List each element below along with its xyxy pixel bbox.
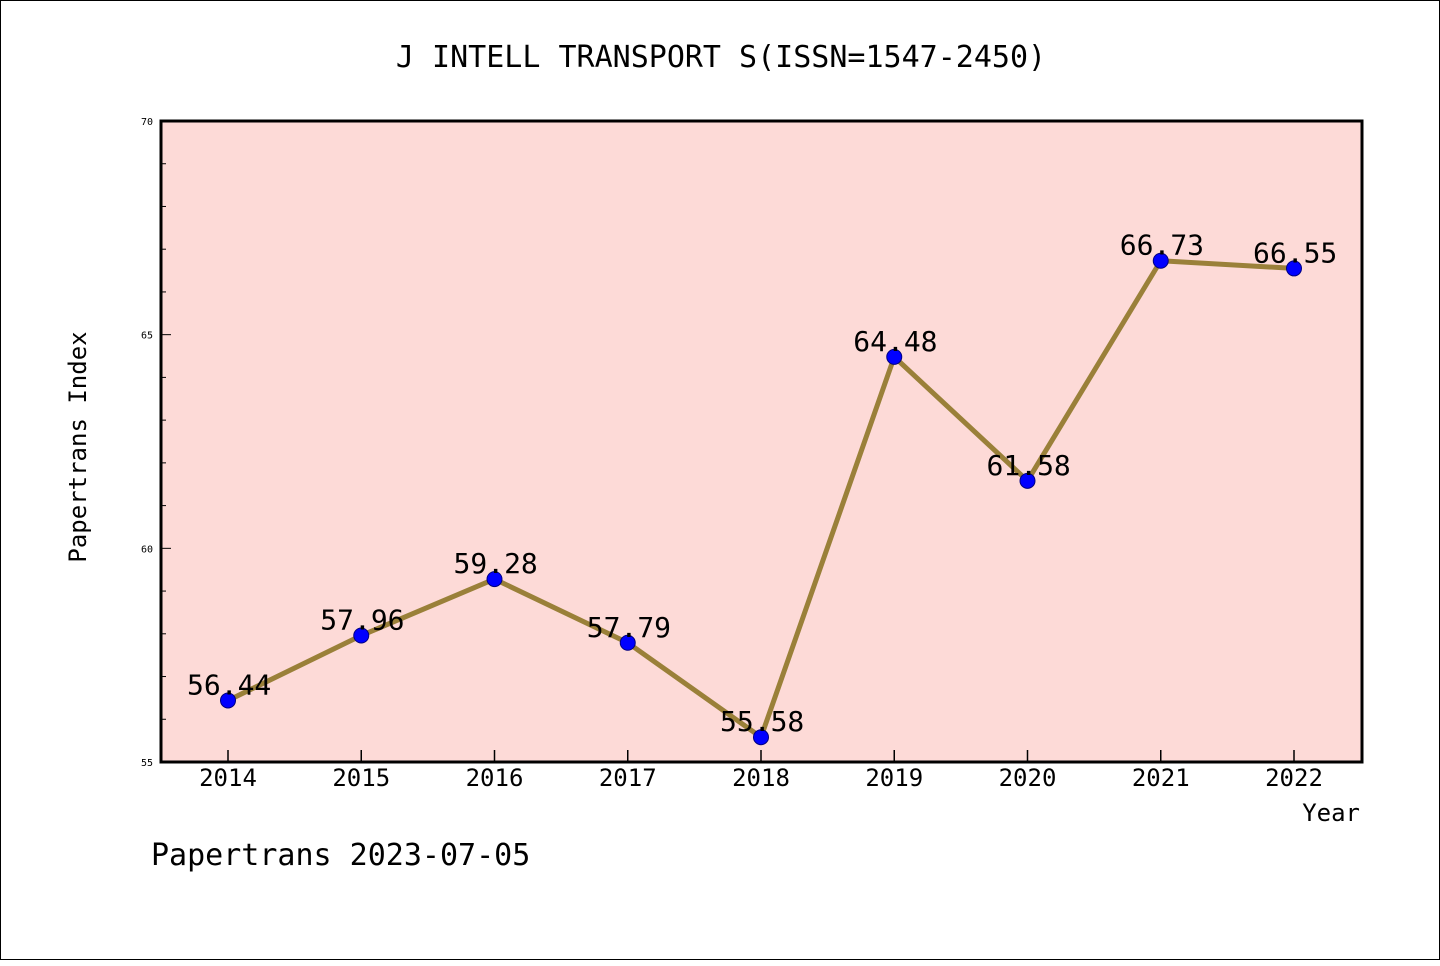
plot-area-border (159, 119, 1364, 764)
data-label: 56.44 (187, 668, 271, 701)
data-label: 66.55 (1253, 236, 1337, 269)
data-label: 57.96 (320, 604, 404, 637)
data-label: 64.48 (853, 325, 937, 358)
data-point (220, 692, 236, 709)
data-point (619, 634, 636, 651)
x-tick-label: 2020 (999, 764, 1057, 792)
footer-date-text: Papertrans 2023-07-05 (151, 838, 530, 873)
data-markers (220, 252, 1302, 746)
y-tick-label: 55 (141, 758, 153, 769)
x-tick-label: 2021 (1132, 764, 1190, 792)
data-point (1152, 252, 1169, 269)
chart-title: J INTELL TRANSPORT S(ISSN=1547-2450) (396, 40, 1046, 75)
data-point (486, 571, 503, 588)
x-tick-label: 2015 (332, 764, 390, 792)
y-tick-label: 70 (141, 117, 153, 128)
data-point (1286, 260, 1302, 277)
plot-area-background (161, 121, 1362, 762)
x-axis-ticks: 2014 2015 2016 2017 2018 2019 2020 2021 2022 (199, 750, 1323, 792)
data-label: 66.73 (1120, 229, 1204, 262)
y-axis-label: Papertrans Index (64, 331, 92, 562)
data-label: 57.79 (587, 611, 671, 644)
x-tick-label: 2017 (599, 764, 657, 792)
data-point (753, 729, 769, 746)
data-label: 59.28 (454, 547, 538, 580)
x-axis-label: Year (1302, 799, 1360, 827)
data-point (353, 627, 370, 644)
x-tick-label: 2014 (199, 764, 257, 792)
data-labels: 56.44 57.96 59.28 57.79 55.58 64.48 61.58 66.73… (187, 229, 1337, 738)
x-tick-label: 2018 (732, 764, 790, 792)
y-tick-label: 60 (141, 544, 153, 555)
data-point (1019, 472, 1036, 489)
data-point (886, 348, 903, 365)
x-tick-label: 2019 (865, 764, 923, 792)
data-label: 61.58 (987, 449, 1071, 482)
data-label: 55.58 (720, 705, 804, 738)
x-tick-label: 2016 (466, 764, 524, 792)
x-tick-label: 2022 (1265, 764, 1323, 792)
y-tick-label: 65 (141, 331, 153, 342)
